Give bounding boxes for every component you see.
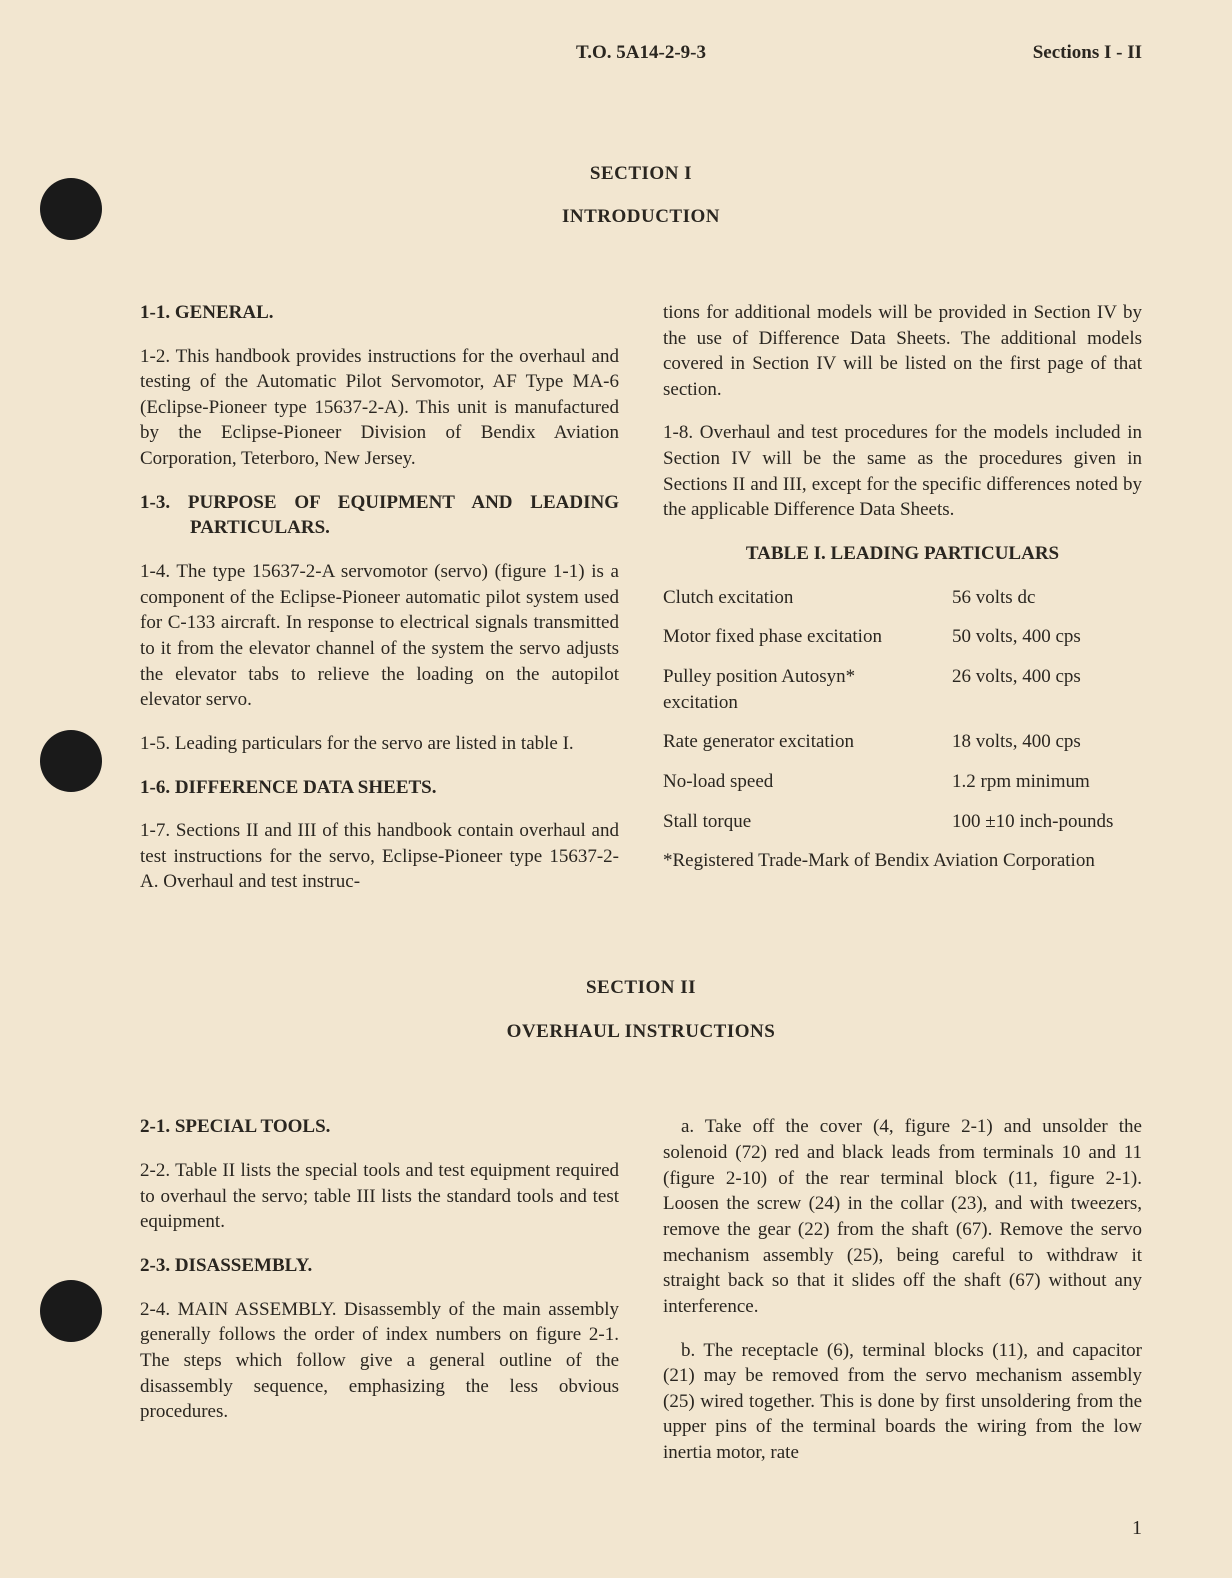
- table-cell-label: Motor fixed phase excitation: [663, 624, 952, 650]
- table-row: Pulley position Autosyn* excitation 26 v…: [663, 664, 1142, 715]
- para-1-7: 1-7. Sections II and III of this handboo…: [140, 818, 619, 895]
- table-cell-label: Rate generator excitation: [663, 729, 952, 755]
- para-1-8: 1-8. Overhaul and test procedures for th…: [663, 420, 1142, 523]
- page-number: 1: [1132, 1515, 1142, 1542]
- section-1-columns: 1-1. GENERAL. 1-2. This handbook provide…: [140, 300, 1142, 895]
- section-2-columns: 2-1. SPECIAL TOOLS. 2-2. Table II lists …: [140, 1114, 1142, 1465]
- page-header: T.O. 5A14-2-9-3 Sections I - II: [140, 40, 1142, 66]
- para-2-4: 2-4. MAIN ASSEMBLY. Disassembly of the m…: [140, 1297, 619, 1425]
- table-cell-value: 26 volts, 400 cps: [952, 664, 1142, 715]
- table-cell-label: Pulley position Autosyn* excitation: [663, 664, 952, 715]
- punch-hole: [40, 730, 102, 792]
- table-row: Clutch excitation 56 volts dc: [663, 585, 1142, 611]
- table-cell-value: 50 volts, 400 cps: [952, 624, 1142, 650]
- heading-2-3: 2-3. DISASSEMBLY.: [140, 1253, 619, 1279]
- table-cell-value: 18 volts, 400 cps: [952, 729, 1142, 755]
- section-1-left-col: 1-1. GENERAL. 1-2. This handbook provide…: [140, 300, 619, 895]
- section-2-subtitle: OVERHAUL INSTRUCTIONS: [140, 1019, 1142, 1045]
- table-row: Rate generator excitation 18 volts, 400 …: [663, 729, 1142, 755]
- punch-hole: [40, 178, 102, 240]
- heading-1-6: 1-6. DIFFERENCE DATA SHEETS.: [140, 775, 619, 801]
- header-doc-number: T.O. 5A14-2-9-3: [320, 40, 962, 66]
- para-1-5: 1-5. Leading particulars for the servo a…: [140, 731, 619, 757]
- para-1-4: 1-4. The type 15637-2-A servomotor (serv…: [140, 559, 619, 713]
- table-cell-label: Stall torque: [663, 809, 952, 835]
- heading-1-3: 1-3. PURPOSE OF EQUIPMENT AND LEADING PA…: [140, 490, 619, 541]
- heading-1-1: 1-1. GENERAL.: [140, 300, 619, 326]
- table-row: No-load speed 1.2 rpm minimum: [663, 769, 1142, 795]
- section-2-right-col: a. Take off the cover (4, figure 2-1) an…: [663, 1114, 1142, 1465]
- section-2-left-col: 2-1. SPECIAL TOOLS. 2-2. Table II lists …: [140, 1114, 619, 1465]
- table-row: Motor fixed phase excitation 50 volts, 4…: [663, 624, 1142, 650]
- para-1-2: 1-2. This handbook provides instructions…: [140, 344, 619, 472]
- table-cell-label: No-load speed: [663, 769, 952, 795]
- para-2-2: 2-2. Table II lists the special tools an…: [140, 1158, 619, 1235]
- table-1: Clutch excitation 56 volts dc Motor fixe…: [663, 585, 1142, 834]
- section-1-subtitle: INTRODUCTION: [140, 204, 1142, 230]
- table-1-footnote: *Registered Trade-Mark of Bendix Aviatio…: [663, 848, 1142, 874]
- table-cell-value: 1.2 rpm minimum: [952, 769, 1142, 795]
- table-cell-value: 100 ±10 inch-pounds: [952, 809, 1142, 835]
- punch-hole: [40, 1280, 102, 1342]
- section-1-right-col: tions for additional models will be prov…: [663, 300, 1142, 895]
- table-cell-value: 56 volts dc: [952, 585, 1142, 611]
- table-cell-label: Clutch excitation: [663, 585, 952, 611]
- section-1-title: SECTION I: [140, 161, 1142, 187]
- para-1-7-cont: tions for additional models will be prov…: [663, 300, 1142, 403]
- heading-2-1: 2-1. SPECIAL TOOLS.: [140, 1114, 619, 1140]
- table-1-title: TABLE I. LEADING PARTICULARS: [663, 541, 1142, 567]
- section-2-title: SECTION II: [140, 975, 1142, 1001]
- para-2-4b: b. The receptacle (6), terminal blocks (…: [663, 1338, 1142, 1466]
- table-row: Stall torque 100 ±10 inch-pounds: [663, 809, 1142, 835]
- header-section-range: Sections I - II: [962, 40, 1142, 66]
- para-2-4a: a. Take off the cover (4, figure 2-1) an…: [663, 1114, 1142, 1319]
